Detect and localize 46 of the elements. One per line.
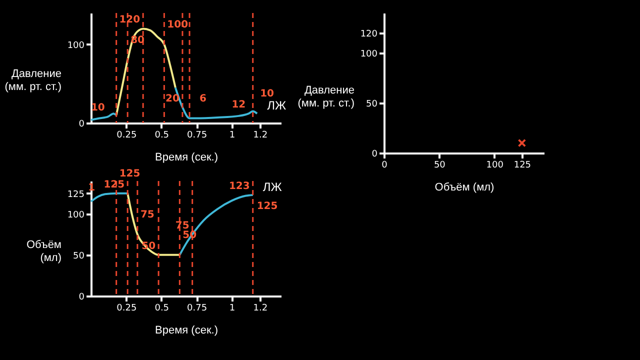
y-tick-label: 0 [78,120,85,130]
y-tick-label: 100 [67,40,85,51]
y-axis-title: Давление (мм. рт. ст.) [298,84,354,110]
y-tick-label: 0 [78,292,85,302]
y-tick-label: 120 [360,30,378,40]
annotation: ЛЖ [267,98,286,113]
annotation: 125 [119,168,140,180]
x-tick-label: 1.2 [253,130,268,140]
y-tick-label: 0 [372,150,378,160]
annotation: 75 [175,220,190,232]
annotation: 75 [140,209,154,220]
x-axis-title: Время (сек.) [155,324,218,336]
annotation: 125 [104,179,125,190]
annotation: 20 [166,93,180,104]
x-tick-label: 0.5 [154,304,170,314]
x-tick-label: 0.75 [187,304,208,314]
line-series [90,112,118,121]
annotation: ЛЖ [262,180,282,194]
x-tick-label: 125 [514,160,532,170]
x-tick-label: 0.75 [187,130,208,140]
line-series [90,192,129,203]
x-tick-label: 1.2 [253,304,268,314]
y-tick-label: 50 [366,100,378,110]
annotation: 100 [167,19,188,30]
x-axis-title: Время (сек.) [155,152,218,164]
y-axis-title: Объём (мл) [26,238,62,264]
x-tick-label: 100 [486,160,504,170]
y-axis-title: Давление (мм. рт. ст.) [4,68,62,93]
annotation: 10 [260,88,274,100]
y-tick-label: 100 [67,210,85,220]
x-tick-label: 50 [434,160,446,170]
y-tick-label: 125 [67,190,84,200]
annotation: 120 [119,14,140,26]
x-tick-label: 1 [229,304,236,314]
annotation: 6 [200,93,207,104]
x-tick-label: 1 [229,130,236,140]
y-tick-label: 50 [73,251,85,262]
annotation: 12 [232,100,246,111]
x-axis-title: Объём (мл) [434,182,494,194]
x-tick-label: 0.5 [154,130,170,140]
x-tick-label: 0.25 [116,130,137,140]
annotation: 123 [228,180,250,192]
x-tick-label: 0.25 [116,304,137,314]
x-tick-label: 0 [382,160,388,170]
y-tick-label: 100 [360,50,378,60]
annotation: 125 [256,200,278,212]
